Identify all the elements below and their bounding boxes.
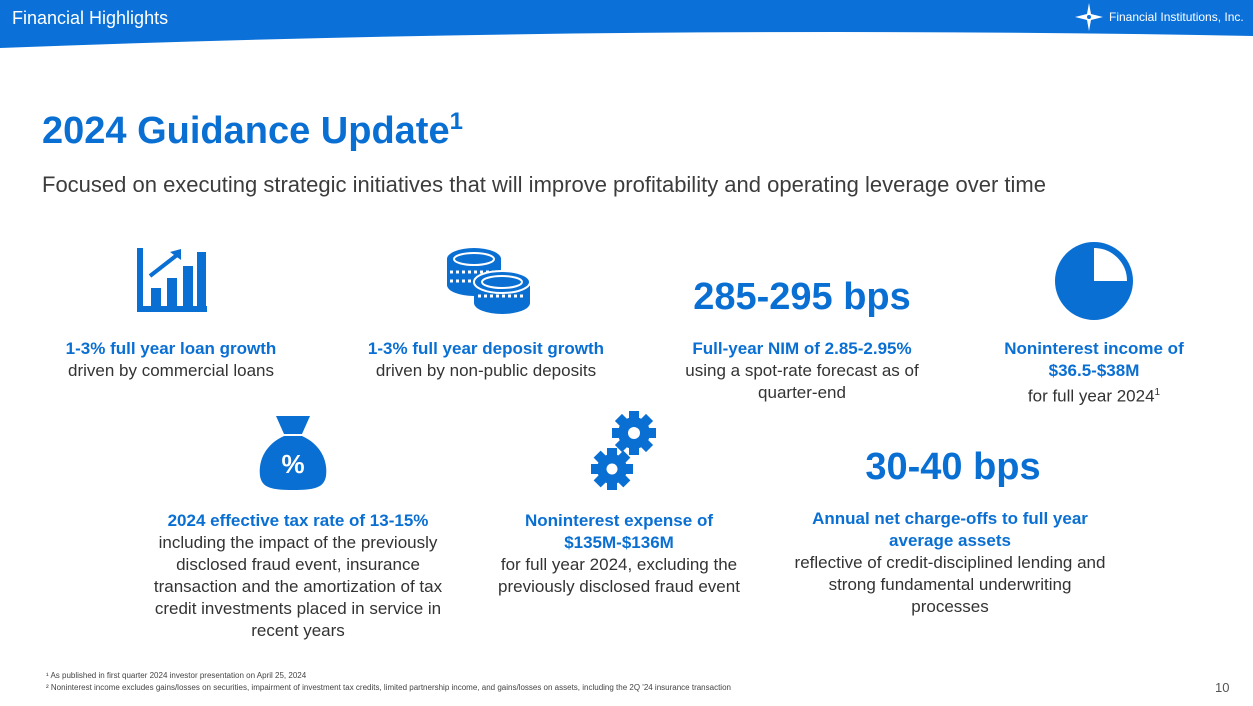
nim-detail: using a spot-rate forecast as of quarter…: [685, 361, 919, 402]
title-footnote-mark: 1: [449, 108, 463, 135]
loan-growth-detail: driven by commercial loans: [68, 361, 274, 380]
noninterest-expense-detail: for full year 2024, excluding the previo…: [498, 555, 740, 596]
noninterest-income-detail: for full year 20241: [1027, 386, 1161, 406]
company-logo: Financial Institutions, Inc.: [1073, 2, 1244, 32]
tax-rate-block: 2024 effective tax rate of 13-15% includ…: [140, 510, 456, 642]
nim-highlight: Full-year NIM of 2.85-2.95%: [692, 339, 912, 358]
section-label: Financial Highlights: [12, 8, 169, 28]
nim-stat: 285-295 bps: [693, 276, 911, 318]
deposit-growth-highlight: 1-3% full year deposit growth: [367, 339, 605, 358]
noninterest-expense-block: Noninterest expense of $135M-$136M for f…: [498, 510, 740, 598]
deposit-growth-block: 1-3% full year deposit growth driven by …: [340, 338, 632, 382]
page-title: 2024 Guidance Update1: [42, 108, 463, 152]
income-footnote-mark: 1: [1154, 387, 1161, 398]
noninterest-income-block: Noninterest income of $36.5-$38M for ful…: [975, 338, 1213, 408]
footnotes: ¹ As published in first quarter 2024 inv…: [46, 670, 731, 694]
page-number: 10: [1215, 680, 1230, 695]
gears-icon: [591, 411, 656, 490]
coins-icon: [447, 248, 531, 314]
chargeoffs-highlight: Annual net charge-offs to full year aver…: [812, 509, 1088, 550]
percent-symbol: %: [281, 449, 304, 479]
noninterest-income-highlight: Noninterest income of $36.5-$38M: [1004, 339, 1184, 380]
footnote-2: ² Noninterest income excludes gains/loss…: [46, 683, 731, 692]
header-band: [0, 0, 1253, 50]
loan-growth-block: 1-3% full year loan growth driven by com…: [40, 338, 302, 382]
tax-rate-highlight: 2024 effective tax rate of 13-15%: [167, 511, 429, 530]
tax-rate-detail: including the impact of the previously d…: [153, 533, 443, 640]
footnote-1: ¹ As published in first quarter 2024 inv…: [46, 671, 307, 680]
loan-growth-highlight: 1-3% full year loan growth: [65, 339, 277, 358]
pie-chart-icon: [1055, 242, 1133, 320]
money-bag-icon: %: [259, 416, 327, 490]
chargeoffs-stat: 30-40 bps: [865, 446, 1041, 488]
star-logo-icon: [1075, 3, 1103, 31]
chargeoffs-block: Annual net charge-offs to full year aver…: [790, 508, 1110, 618]
page-subtitle: Focused on executing strategic initiativ…: [42, 172, 1046, 197]
company-name: Financial Institutions, Inc.: [1109, 10, 1244, 24]
header-band-shape: [0, 0, 1253, 48]
chargeoffs-detail: reflective of credit-disciplined lending…: [794, 553, 1106, 616]
noninterest-expense-highlight: Noninterest expense of $135M-$136M: [525, 511, 713, 552]
deposit-growth-detail: driven by non-public deposits: [375, 361, 597, 380]
nim-block: Full-year NIM of 2.85-2.95% using a spot…: [660, 338, 944, 404]
growth-chart-icon: [137, 248, 207, 312]
